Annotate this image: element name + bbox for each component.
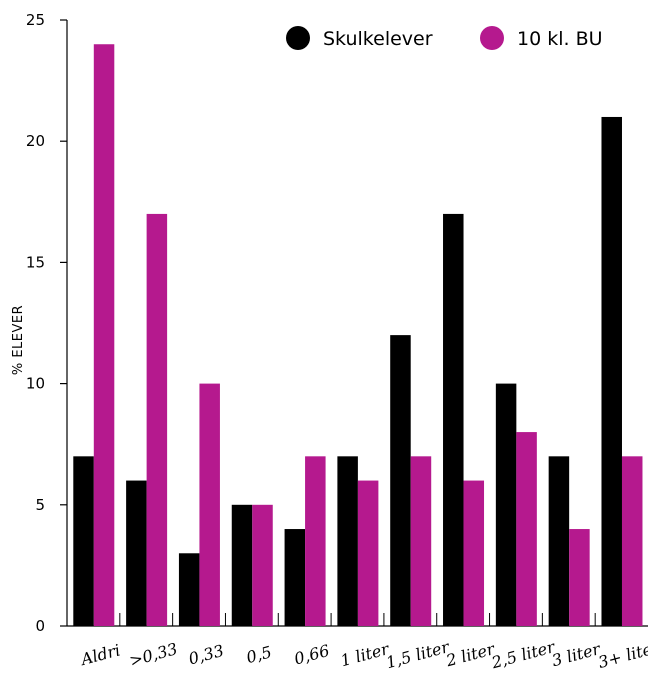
bar-skulkelever-0-33: [126, 480, 147, 626]
bar-10-kl-bu-2-5-liter: [516, 432, 537, 626]
bar-skulkelever-0-33: [178, 553, 200, 626]
bar-skulkelever-3-liter: [601, 116, 622, 627]
bar-skulkelever-1-5-liter: [390, 335, 411, 626]
bar-10-kl-bu-1-5-liter: [410, 456, 432, 626]
bar-10-kl-bu-aldri: [93, 44, 115, 627]
y-axis-label: % ELEVER: [11, 305, 26, 375]
y-tick-label: 25: [26, 11, 45, 29]
legend-swatch-10-kl-bu: [480, 26, 504, 50]
bars: [73, 44, 643, 627]
y-tick-label: 5: [35, 496, 45, 514]
bar-skulkelever-3-liter: [548, 456, 570, 626]
legend-label-skulkelever: Skulkelever: [323, 28, 433, 50]
bar-10-kl-bu-0-5: [252, 504, 273, 626]
x-tick-label: 3 liter: [550, 639, 604, 670]
x-tick-label: >0,33: [127, 639, 179, 670]
x-tick-label: 1,5 liter: [384, 637, 452, 672]
bar-10-kl-bu-3-liter: [569, 529, 590, 626]
legend: Skulkelever 10 kl. BU: [286, 26, 603, 50]
bar-skulkelever-2-liter: [443, 213, 464, 627]
x-tick-label: 2,5 liter: [489, 637, 558, 673]
bar-10-kl-bu-2-liter: [463, 480, 485, 626]
bar-skulkelever-2-5-liter: [495, 383, 517, 626]
x-tick-label: 0,33: [187, 641, 226, 669]
bar-10-kl-bu-1-liter: [357, 480, 379, 626]
y-tick-label: 10: [26, 375, 45, 393]
y-tick-label: 15: [26, 253, 45, 271]
legend-swatch-skulkelever: [286, 26, 310, 50]
bar-10-kl-bu-0-66: [305, 456, 326, 626]
bar-skulkelever-aldri: [73, 456, 94, 626]
bar-10-kl-bu-0-33: [146, 213, 168, 627]
bar-10-kl-bu-3-liter: [621, 456, 643, 626]
x-tick-label: 0,66: [292, 641, 331, 669]
x-tick-label: Aldri: [77, 640, 122, 669]
bar-skulkelever-0-66: [284, 529, 306, 626]
x-ticks: [119, 613, 596, 626]
x-tick-label: 0,5: [244, 642, 274, 667]
y-ticks: 0 5 10 15 20 25: [26, 11, 67, 635]
bar-skulkelever-0-5: [231, 504, 253, 626]
bar-skulkelever-1-liter: [337, 456, 358, 626]
x-tick-label: 3+ liter: [596, 637, 648, 672]
y-tick-label: 0: [35, 617, 45, 635]
y-tick-label: 20: [26, 132, 45, 150]
legend-label-10-kl-bu: 10 kl. BU: [517, 28, 603, 50]
bar-10-kl-bu-0-33: [199, 383, 220, 626]
